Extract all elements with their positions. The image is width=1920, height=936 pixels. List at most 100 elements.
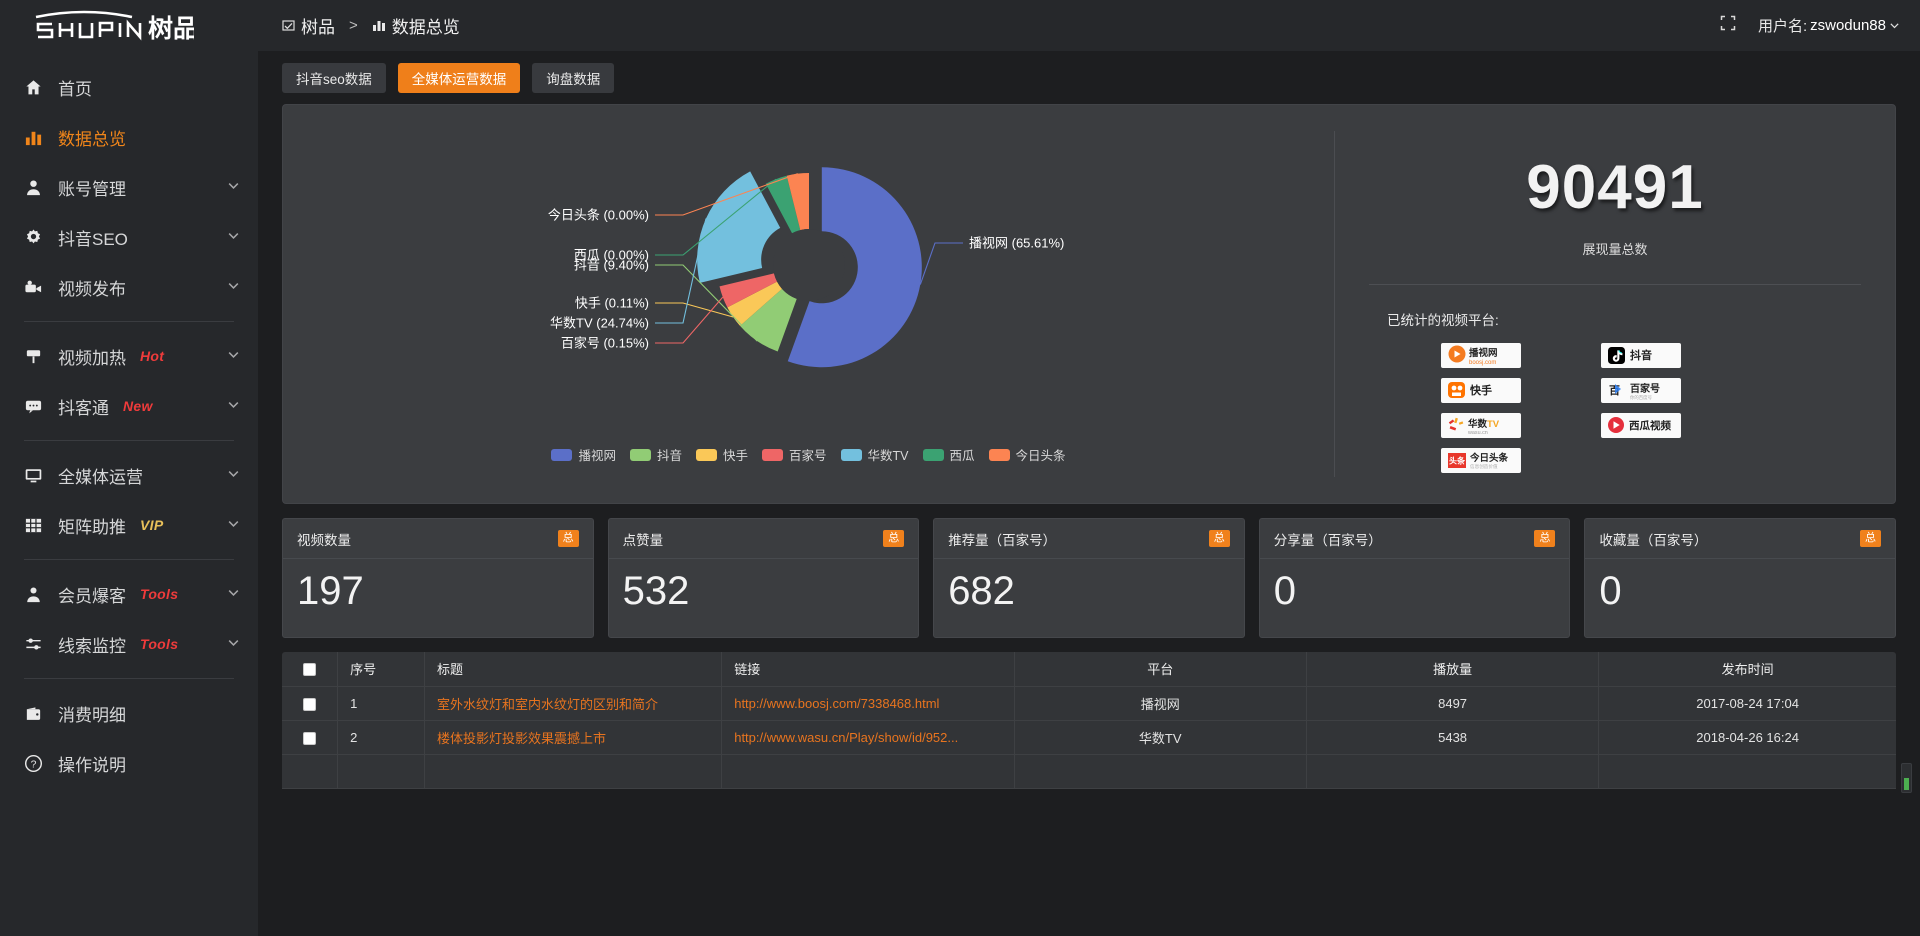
th-index: 序号	[337, 652, 426, 687]
row-title[interactable]: 楼体投影灯投影效果震撼上市	[424, 720, 723, 755]
table-row[interactable]: 1 室外水纹灯和室内水纹灯的区别和简介 http://www.boosj.com…	[282, 686, 1896, 721]
pie-slice-3[interactable]	[726, 281, 782, 326]
sidebar-item-4[interactable]: 抖音SEO	[0, 212, 258, 262]
select-all-cell	[282, 652, 339, 687]
sidebar-item-13[interactable]: ? 操作说明	[0, 738, 258, 788]
chevron-down-icon[interactable]	[227, 515, 240, 535]
legend-swatch	[840, 448, 862, 461]
row-checkbox[interactable]	[303, 731, 317, 745]
sidebar-item-label: 抖客通	[58, 398, 109, 418]
video-table: 序号 标题 链接 平台 播放量 发布时间 1 室外水纹灯和室内水纹灯的区别和简介…	[282, 652, 1912, 793]
row-link[interactable]: http://www.wasu.cn/Play/show/id/952...	[721, 720, 1015, 755]
table-scrollbar[interactable]	[1901, 762, 1912, 793]
select-all-checkbox[interactable]	[303, 663, 317, 677]
chevron-down-icon[interactable]	[227, 177, 240, 197]
pie-slice-7[interactable]	[786, 173, 809, 231]
sidebar-item-8[interactable]: 全媒体运营	[0, 450, 258, 500]
row-link[interactable]: http://www.boosj.com/7338468.html	[721, 686, 1015, 721]
chevron-down-icon[interactable]	[227, 227, 240, 247]
summary-panel: 90491 展现量总数 已统计的视频平台: 播视网 boosj.com 快手 华数 TV…	[1335, 105, 1895, 503]
sidebar-item-label: 视频发布	[58, 279, 126, 299]
sidebar-item-9[interactable]: 矩阵助推 VIP	[0, 500, 258, 550]
row-time: 2018-04-26 16:24	[1598, 720, 1896, 755]
platform-logo-播视网[interactable]: 播视网 boosj.com	[1441, 343, 1521, 368]
row-title-link[interactable]: 楼体投影灯投影效果震撼上市	[437, 730, 607, 746]
legend-swatch	[629, 448, 651, 461]
grid-icon	[24, 515, 48, 535]
chevron-down-icon[interactable]	[227, 346, 240, 366]
sidebar-item-11[interactable]: 线索监控 Tools	[0, 619, 258, 669]
sidebar-item-label: 数据总览	[58, 129, 126, 149]
pie-label-5: 华数TV (24.74%)	[550, 316, 649, 331]
svg-text:西瓜视频: 西瓜视频	[1629, 419, 1671, 432]
tab-1[interactable]: 抖音seo数据	[282, 63, 386, 93]
chevron-down-icon[interactable]	[227, 465, 240, 485]
wallet-icon	[24, 703, 48, 723]
platform-logo-华数TV[interactable]: 华数 TV wasu.cn	[1441, 413, 1521, 438]
row-checkbox[interactable]	[303, 697, 317, 711]
tab-2[interactable]: 全媒体运营数据	[397, 63, 521, 93]
legend-item-7[interactable]: 今日头条	[988, 445, 1066, 464]
platform-logo-今日头条[interactable]: 头条 今日头条 信息创造价值	[1441, 448, 1521, 473]
sidebar-item-label: 线索监控	[58, 636, 126, 656]
sidebar-item-6[interactable]: 视频加热 Hot	[0, 331, 258, 381]
breadcrumb-root-label[interactable]: 树品	[301, 18, 335, 37]
chevron-down-icon[interactable]	[227, 396, 240, 416]
chevron-down-icon[interactable]	[227, 277, 240, 297]
pie-slice-5[interactable]	[696, 171, 780, 283]
row-url-link[interactable]: http://www.boosj.com/7338468.html	[734, 695, 940, 711]
sidebar-item-badge: New	[123, 398, 153, 414]
sidebar-item-5[interactable]: 视频发布	[0, 262, 258, 312]
stat-card-5: 收藏量（百家号） 总 0	[1584, 518, 1896, 638]
chevron-down-icon[interactable]	[227, 584, 240, 604]
platform-logo-抖音[interactable]: 抖音	[1601, 343, 1681, 368]
breadcrumb-root-icon	[282, 19, 295, 32]
chevron-down-icon[interactable]	[227, 634, 240, 654]
breadcrumb-current-label: 数据总览	[391, 18, 460, 37]
stat-card-title: 收藏量（百家号）	[1599, 532, 1708, 548]
pie-slice-2[interactable]	[739, 288, 797, 352]
pie-slice-6[interactable]	[765, 175, 800, 234]
chat-icon	[24, 396, 48, 416]
legend-item-2[interactable]: 抖音	[629, 445, 682, 464]
platform-logo-西瓜视频[interactable]: 西瓜视频	[1601, 413, 1681, 438]
tab-3[interactable]: 询盘数据	[532, 63, 615, 93]
table-row[interactable]: 2 楼体投影灯投影效果震撼上市 http://www.wasu.cn/Play/…	[282, 720, 1896, 755]
legend-item-6[interactable]: 西瓜	[922, 445, 975, 464]
legend-item-1[interactable]: 播视网	[551, 445, 616, 464]
svg-text:wasu.cn: wasu.cn	[1467, 430, 1488, 436]
legend-item-4[interactable]: 百家号	[762, 445, 827, 464]
legend-item-5[interactable]: 华数TV	[840, 445, 909, 464]
row-select-cell	[282, 686, 339, 721]
row-url-link[interactable]: http://www.wasu.cn/Play/show/id/952...	[734, 729, 959, 745]
fullscreen-icon[interactable]	[1720, 15, 1736, 36]
content: 播视网 (65.61%) 抖音 (9.40%) 快手 (0.11%) 百家号 (0.1…	[258, 104, 1920, 793]
sidebar-item-12[interactable]: 消费明细	[0, 688, 258, 738]
sidebar-item-2[interactable]: 数据总览	[0, 112, 258, 162]
legend-item-3[interactable]: 快手	[695, 445, 748, 464]
sidebar-item-7[interactable]: 抖客通 New	[0, 381, 258, 431]
table-row[interactable]	[282, 754, 1896, 789]
platform-logo-快手[interactable]: 快手	[1441, 378, 1521, 403]
sidebar-divider	[24, 440, 234, 441]
user-menu[interactable]: 用户名: zswodun88	[1758, 15, 1900, 36]
pie-slice-1[interactable]	[787, 167, 922, 368]
stat-card-title: 点赞量	[622, 532, 664, 548]
legend-label: 今日头条	[1015, 449, 1066, 463]
sidebar-item-3[interactable]: 账号管理	[0, 162, 258, 212]
tab-bar: 抖音seo数据 全媒体运营数据 询盘数据	[258, 52, 1920, 104]
pie-chart[interactable]: 播视网 (65.61%) 抖音 (9.40%) 快手 (0.11%) 百家号 (0.1…	[283, 105, 1334, 443]
row-title[interactable]: 室外水纹灯和室内水纹灯的区别和简介	[424, 686, 723, 721]
sidebar-item-label: 消费明细	[58, 705, 126, 725]
legend-swatch	[551, 448, 573, 461]
platform-logo-百家号[interactable]: 百百家号 你的百度号	[1601, 378, 1681, 403]
sidebar-item-1[interactable]: 首页	[0, 62, 258, 112]
stat-card-badge: 总	[1534, 529, 1556, 548]
brand-logo[interactable]: 树品	[0, 0, 258, 52]
pie-slice-4[interactable]	[719, 273, 777, 308]
sidebar-item-10[interactable]: 会员爆客 Tools	[0, 569, 258, 619]
total-impressions-value: 90491	[1526, 153, 1704, 222]
row-title-link[interactable]: 室外水纹灯和室内水纹灯的区别和简介	[437, 696, 659, 712]
pie-chart-panel: 播视网 (65.61%) 抖音 (9.40%) 快手 (0.11%) 百家号 (0.1…	[283, 105, 1334, 503]
